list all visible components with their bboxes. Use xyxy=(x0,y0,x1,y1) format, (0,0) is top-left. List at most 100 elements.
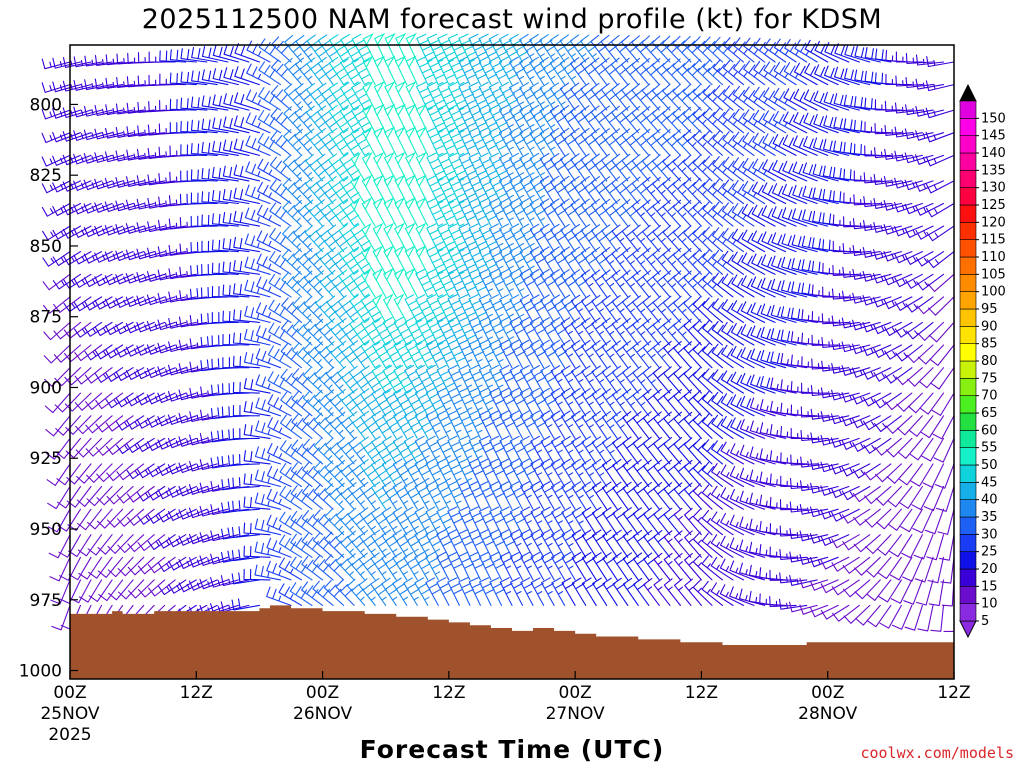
wind-barb xyxy=(257,110,282,134)
wind-barb xyxy=(447,528,464,558)
wind-barb xyxy=(790,404,818,417)
wind-barb xyxy=(105,344,134,359)
wind-barb xyxy=(382,316,403,346)
wind-barb xyxy=(682,199,702,227)
wind-barb xyxy=(349,317,370,346)
wind-barb xyxy=(832,264,860,276)
wind-barb xyxy=(778,598,808,610)
wind-barb xyxy=(73,251,103,265)
wind-barb xyxy=(416,81,435,111)
wind-barb xyxy=(394,245,408,275)
wind-barb xyxy=(125,344,155,357)
wind-barb xyxy=(883,175,913,187)
wind-barb xyxy=(436,458,453,488)
wind-barb xyxy=(712,130,734,156)
wind-barb xyxy=(782,160,808,182)
wind-barb xyxy=(852,485,881,503)
wind-barb xyxy=(303,319,324,346)
wind-barb xyxy=(710,582,734,606)
wind-barb xyxy=(692,106,713,134)
wind-barb xyxy=(232,381,260,394)
wind-barb xyxy=(925,80,955,92)
wind-barb xyxy=(570,105,587,134)
wind-barb xyxy=(116,485,145,504)
wind-barb xyxy=(336,411,355,439)
wind-barb xyxy=(115,273,145,285)
y-tick-label: 975 xyxy=(30,591,62,611)
wind-barb xyxy=(891,604,913,630)
colorbar-cell xyxy=(959,343,977,362)
wind-barb xyxy=(415,222,429,253)
colorbar-label: 60 xyxy=(981,423,998,438)
wind-barb xyxy=(212,166,239,182)
wind-barb xyxy=(405,55,418,86)
wind-barb xyxy=(137,579,166,598)
wind-barb xyxy=(44,367,71,387)
wind-barb xyxy=(266,560,292,581)
wind-barb xyxy=(255,302,282,323)
wind-barb xyxy=(621,105,639,134)
wind-barb xyxy=(844,68,871,86)
wind-barb xyxy=(489,410,506,439)
wind-barb xyxy=(904,202,934,215)
wind-barb xyxy=(692,508,713,536)
wind-barb xyxy=(865,534,892,555)
colorbar-label: 130 xyxy=(981,181,1006,196)
wind-barb xyxy=(631,105,650,134)
wind-barb xyxy=(180,170,208,182)
wind-barb xyxy=(458,316,477,346)
wind-barb xyxy=(791,208,818,227)
wind-barb xyxy=(529,82,546,111)
wind-barb xyxy=(415,268,435,298)
wind-barb xyxy=(42,273,71,291)
wind-barb xyxy=(811,358,839,370)
wind-barb xyxy=(561,506,576,536)
wind-barb xyxy=(232,454,260,466)
wind-barb xyxy=(415,245,429,275)
wind-barb xyxy=(201,191,229,205)
wind-barb xyxy=(540,529,555,558)
wind-barb xyxy=(188,533,218,545)
wind-barb xyxy=(458,551,475,581)
wind-barb xyxy=(279,440,303,465)
wind-barb xyxy=(436,577,453,606)
wind-barb xyxy=(692,58,713,86)
wind-barb xyxy=(436,480,453,510)
wind-barb xyxy=(600,128,618,156)
wind-barb xyxy=(282,177,303,205)
wind-barb xyxy=(559,82,577,111)
wind-barb xyxy=(266,488,292,510)
wind-barb xyxy=(732,131,755,156)
wind-barb xyxy=(270,107,292,134)
wind-barb xyxy=(43,344,71,364)
wind-barb xyxy=(831,556,860,572)
wind-barb xyxy=(168,268,197,280)
wind-barb xyxy=(392,577,409,606)
wind-barb xyxy=(631,153,650,182)
wind-barb xyxy=(539,127,557,156)
wind-barb xyxy=(458,104,477,134)
wind-barb xyxy=(642,224,660,253)
wind-barb xyxy=(372,245,387,275)
wind-barb xyxy=(653,578,671,606)
wind-barb xyxy=(739,516,766,536)
wind-barb xyxy=(317,57,339,86)
wind-barb xyxy=(94,321,124,337)
wind-barb xyxy=(862,270,892,282)
wind-barb xyxy=(923,485,945,512)
wind-barb xyxy=(610,57,629,86)
wind-barb xyxy=(822,262,850,275)
wind-barb xyxy=(750,348,776,369)
wind-barb xyxy=(314,341,334,369)
wind-barb xyxy=(384,55,397,86)
wind-barb xyxy=(862,392,892,407)
wind-barb xyxy=(115,177,145,188)
wind-barb xyxy=(570,82,587,111)
wind-barb xyxy=(611,246,629,275)
wind-barb xyxy=(673,318,692,346)
wind-barb xyxy=(549,56,567,86)
wind-barb xyxy=(692,36,713,63)
wind-barb xyxy=(853,534,881,553)
wind-barb xyxy=(752,158,776,182)
wind-barb xyxy=(62,225,92,239)
